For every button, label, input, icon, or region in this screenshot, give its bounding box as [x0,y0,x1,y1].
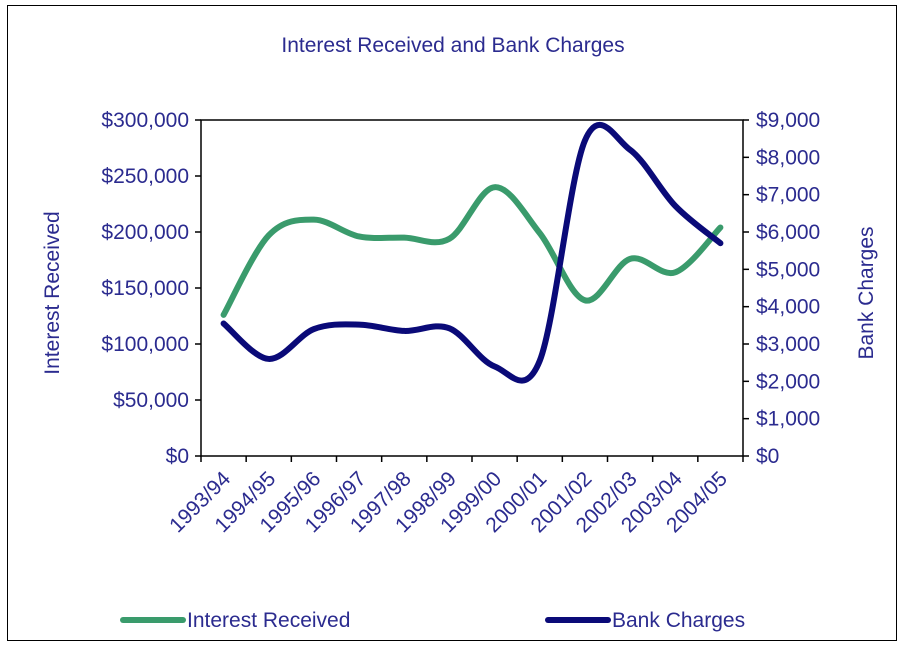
y-tick-label: $0 [166,445,189,468]
plot-area [200,119,744,457]
chart-svg: Interest Received and Bank Charges $0 $50… [41,34,878,632]
y-tick-label: $150,000 [101,277,189,300]
plot-border [200,119,744,457]
y-tick-label: $50,000 [113,389,189,412]
legend: Interest Received Bank Charges [120,609,745,632]
legend-label-interest-received: Interest Received [187,609,350,632]
series-line-bank-charges [220,122,724,384]
y2-tick-label: $0 [756,445,779,468]
y2-tick-label: $5,000 [756,258,820,281]
y-tick-label: $200,000 [101,221,189,244]
y2-tick-label: $2,000 [756,370,820,393]
y2-tick-label: $4,000 [756,296,820,319]
y-tick-label: $100,000 [101,333,189,356]
axes: $0 $50,000 $100,000 $150,000 $200,000 $250,00… [101,109,820,537]
y2-tick-label: $1,000 [756,408,820,431]
y2-tick-label: $8,000 [756,146,820,169]
series-line-interest-received [220,184,724,318]
y2-axis-title: Bank Charges [855,226,878,359]
y2-tick-label: $6,000 [756,221,820,244]
chart-frame: Interest Received and Bank Charges $0 $50… [7,5,897,641]
y2-tick-label: $3,000 [756,333,820,356]
y-axis-title: Interest Received [41,211,64,374]
y-tick-label: $250,000 [101,165,189,188]
y2-tick-label: $7,000 [756,184,820,207]
chart-title: Interest Received and Bank Charges [281,34,624,57]
y2-tick-label: $9,000 [756,109,820,132]
legend-label-bank-charges: Bank Charges [612,609,745,632]
series-layer [220,122,724,384]
y-tick-label: $300,000 [101,109,189,132]
